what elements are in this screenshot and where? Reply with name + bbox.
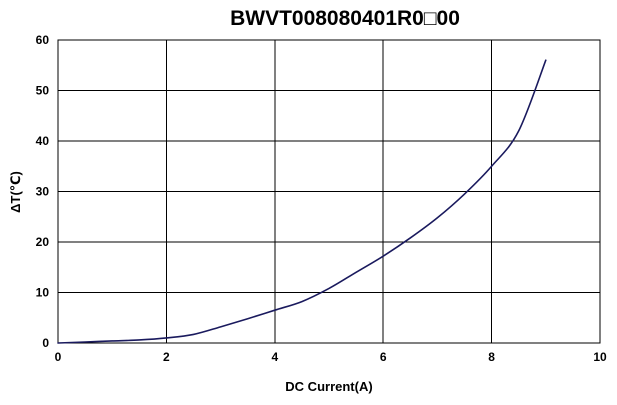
plot-frame bbox=[57, 39, 601, 344]
x-tick-label: 8 bbox=[488, 350, 495, 364]
grid bbox=[57, 39, 601, 344]
y-tick-label: 40 bbox=[36, 134, 50, 148]
y-tick-label: 50 bbox=[36, 84, 50, 98]
y-tick-label: 20 bbox=[36, 235, 50, 249]
x-tick-label: 4 bbox=[271, 350, 278, 364]
series-layer bbox=[57, 59, 547, 344]
x-tick-label: 0 bbox=[55, 350, 62, 364]
x-tick-label: 10 bbox=[593, 350, 607, 364]
x-axis-label: DC Current(A) bbox=[285, 379, 372, 394]
tick-labels: 0 2 4 6 8 10 0 10 20 30 40 50 60 bbox=[36, 33, 607, 364]
series-line bbox=[57, 59, 547, 344]
y-tick-label: 30 bbox=[36, 185, 50, 199]
y-axis-label: ΔT(℃) bbox=[8, 171, 23, 213]
x-tick-label: 2 bbox=[163, 350, 170, 364]
y-tick-label: 0 bbox=[42, 336, 49, 350]
y-tick-label: 60 bbox=[36, 33, 50, 47]
chart-title: BWVT008080401R0□00 bbox=[230, 7, 460, 30]
y-tick-label: 10 bbox=[36, 286, 50, 300]
x-tick-label: 6 bbox=[380, 350, 387, 364]
